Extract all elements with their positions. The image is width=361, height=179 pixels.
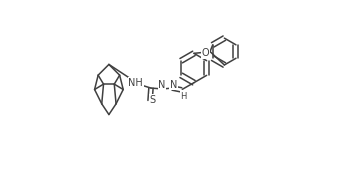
Text: S: S bbox=[150, 95, 156, 105]
Text: O: O bbox=[202, 49, 209, 59]
Text: N: N bbox=[158, 81, 165, 91]
Text: N: N bbox=[170, 80, 177, 90]
Text: NH: NH bbox=[129, 78, 143, 88]
Text: H: H bbox=[180, 92, 187, 101]
